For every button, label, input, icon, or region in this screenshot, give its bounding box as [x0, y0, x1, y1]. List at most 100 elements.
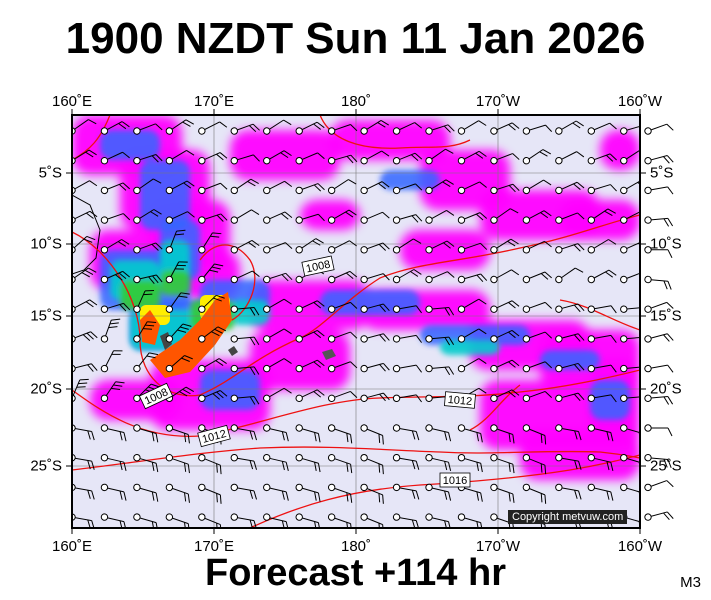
wind-barb-feather	[153, 209, 162, 215]
wind-barb-station	[644, 186, 652, 195]
wind-barb-station	[72, 275, 76, 284]
wind-barb-station	[263, 483, 271, 492]
wind-barb	[133, 242, 163, 254]
wind-barb-station	[587, 454, 596, 462]
wind-barb	[165, 180, 195, 195]
wind-barb-feather	[83, 238, 93, 243]
wind-barb	[392, 214, 423, 224]
wind-barb-station	[522, 156, 531, 165]
wind-barb-station	[327, 424, 336, 432]
wind-barb-station	[392, 335, 401, 343]
wind-barb-feather	[350, 124, 358, 132]
coastline	[72, 194, 101, 275]
wind-barb-feather	[178, 261, 188, 263]
wind-barb-feather	[411, 490, 416, 499]
edge-wind-barbs	[644, 123, 674, 521]
wind-barb-station	[555, 305, 563, 313]
wind-barb	[490, 153, 520, 165]
wind-barb-station	[457, 127, 466, 135]
wind-barb-station	[555, 394, 563, 402]
wind-barb-station	[457, 216, 466, 224]
wind-barb-feather	[315, 238, 324, 244]
wind-barb	[295, 513, 321, 528]
wind-barb-station	[457, 186, 466, 195]
wind-barb-feather	[606, 431, 610, 441]
lat-label-right: 25˚S	[650, 457, 682, 475]
wind-barb-station	[555, 186, 563, 195]
wind-barb	[555, 392, 585, 402]
wind-barb-station	[295, 246, 303, 254]
wind-barb-feather	[381, 150, 390, 157]
wind-barb-feather	[378, 433, 381, 443]
wind-barb-feather	[283, 298, 292, 305]
wind-barb-feather	[153, 178, 162, 184]
wind-barb-station	[490, 394, 498, 402]
wind-barb-feather	[575, 120, 584, 127]
wind-barb-station	[644, 156, 652, 165]
wind-barb	[457, 150, 487, 165]
wind-barb-station	[555, 454, 563, 462]
wind-barb-feather	[152, 275, 159, 284]
wind-barb-station	[555, 275, 563, 284]
wind-barb	[72, 210, 98, 224]
wind-barb	[490, 208, 519, 224]
wind-barb	[295, 389, 325, 402]
wind-barb	[165, 454, 190, 474]
lat-label-left: 10˚S	[30, 235, 62, 253]
wind-barb-feather	[91, 490, 95, 500]
wind-barb	[644, 424, 673, 437]
wind-barb-station	[620, 394, 628, 402]
wind-barb	[620, 149, 640, 165]
wind-barb-station	[295, 394, 303, 402]
wind-barb-station	[620, 275, 628, 284]
wind-barb-feather	[215, 360, 224, 366]
wind-barb	[165, 119, 194, 135]
wind-barb-feather	[382, 242, 390, 250]
wind-barb-feather	[212, 393, 221, 400]
wind-barb-station	[587, 246, 596, 254]
wind-barb-station	[165, 483, 174, 492]
wind-barb-feather	[448, 366, 455, 375]
wind-barb-feather	[480, 463, 483, 473]
wind-barb-station	[295, 483, 303, 492]
wind-barb-feather	[510, 208, 519, 214]
wind-barb-station	[490, 483, 498, 492]
wind-barb-station	[100, 454, 109, 462]
wind-barb-feather	[283, 328, 292, 335]
wind-barb-feather	[122, 151, 130, 159]
wind-barb-feather	[444, 431, 448, 441]
wind-barb-station	[327, 513, 336, 521]
wind-barb-feather	[91, 363, 98, 371]
wind-barb-station	[263, 454, 271, 462]
wind-barb-station	[295, 156, 303, 165]
wind-barb-feather	[150, 211, 159, 217]
wind-barb-feather	[219, 390, 228, 397]
lon-label-top: 180˚	[340, 93, 372, 110]
wind-barb-feather	[607, 208, 616, 214]
wind-barb-feather	[180, 292, 190, 295]
wind-barb-feather	[380, 119, 389, 126]
wind-barb-feather	[281, 274, 289, 282]
wind-barb-feather	[280, 152, 289, 159]
wind-barb-feather	[610, 184, 617, 192]
isobar-line	[469, 384, 521, 431]
wind-barb	[644, 123, 674, 135]
wind-barb-feather	[117, 241, 126, 247]
wind-barb-station	[100, 186, 109, 195]
wind-barb	[360, 362, 390, 373]
wind-barb-station	[100, 305, 109, 313]
wind-barb-feather	[219, 121, 228, 128]
wind-barb-feather	[476, 432, 479, 442]
rain-cell	[230, 300, 270, 325]
lon-label-top: 170˚E	[193, 93, 235, 110]
wind-barb-feather	[285, 432, 289, 442]
wind-barb-station	[263, 127, 271, 135]
wind-barb-station	[263, 216, 271, 224]
wind-barb-feather	[478, 150, 487, 157]
wind-barb-feather	[155, 242, 163, 250]
wind-barb-station	[490, 246, 498, 254]
wind-barb-feather	[576, 181, 585, 189]
wind-barb-feather	[216, 153, 224, 161]
wind-barb-feather	[118, 272, 127, 280]
rain-cell	[330, 120, 450, 160]
